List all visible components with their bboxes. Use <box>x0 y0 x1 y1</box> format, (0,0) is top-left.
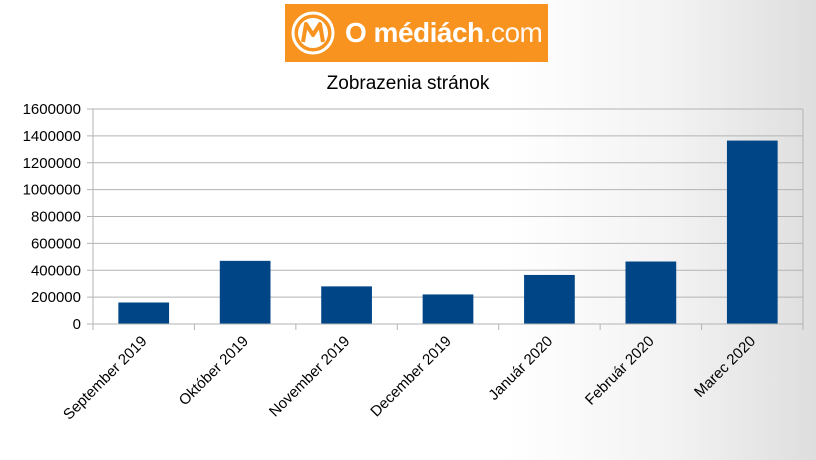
x-tick-label: Február 2020 <box>582 333 658 409</box>
y-tick-label: 1200000 <box>23 155 81 172</box>
grid-lines <box>87 108 803 325</box>
bar <box>625 261 677 324</box>
bar <box>726 140 778 324</box>
logo-wordmark: O médiách.com <box>345 17 543 49</box>
y-tick-label: 1600000 <box>23 101 81 118</box>
logo-brand-name: O médiách <box>345 17 484 48</box>
axes <box>92 109 804 330</box>
bar <box>422 294 474 324</box>
y-tick-label: 1400000 <box>23 128 81 145</box>
bar <box>321 286 372 324</box>
x-tick-label: Október 2019 <box>176 333 252 409</box>
x-tick-labels: September 2019 Október 2019 November 2019 D… <box>60 333 759 423</box>
y-tick-label: 400000 <box>31 262 81 279</box>
chart-title: Zobrazenia stránok <box>327 73 490 94</box>
bar <box>219 260 271 324</box>
logo-brand-tld: .com <box>483 17 543 48</box>
x-tick-label: December 2019 <box>367 333 454 420</box>
bars <box>118 140 778 324</box>
y-tick-label: 600000 <box>31 235 81 252</box>
bar <box>524 274 575 324</box>
y-tick-labels: 0 200000 400000 600000 800000 1000000 1200000 1… <box>23 101 81 333</box>
bar <box>118 302 170 324</box>
y-tick-label: 200000 <box>31 289 81 306</box>
y-tick-label: 0 <box>73 316 81 333</box>
y-tick-label: 1000000 <box>23 182 81 199</box>
x-tick-label: November 2019 <box>266 333 353 420</box>
x-tick-label: September 2019 <box>60 333 150 423</box>
x-tick-label: Január 2020 <box>485 333 556 404</box>
x-tick-label: Marec 2020 <box>691 333 759 401</box>
logo: O médiách.com <box>285 4 548 62</box>
media-logo-icon <box>291 11 335 55</box>
y-tick-label: 800000 <box>31 209 81 226</box>
